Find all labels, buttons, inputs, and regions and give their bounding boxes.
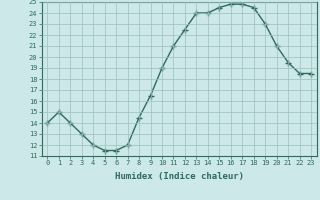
X-axis label: Humidex (Indice chaleur): Humidex (Indice chaleur)	[115, 172, 244, 181]
